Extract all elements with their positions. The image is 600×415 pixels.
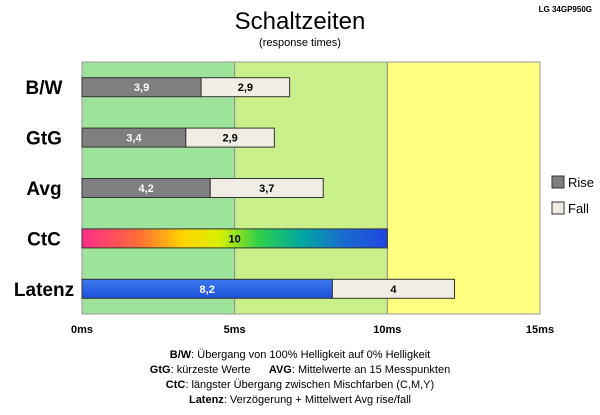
x-tick-label: 15ms (526, 324, 554, 336)
x-tick-label: 5ms (224, 324, 246, 336)
data-label-fall: 2,9 (222, 133, 237, 145)
legend-swatch-rise (551, 175, 565, 189)
legend-label-fall: Fall (568, 201, 589, 216)
footnote-bw: B/W: Übergang von 100% Helligkeit auf 0%… (0, 349, 600, 361)
footnote-bw-term: B/W (169, 349, 192, 361)
data-label-fall: 2,9 (238, 82, 253, 94)
data-label-fall: 3,7 (259, 183, 274, 195)
data-label-fall: 4 (390, 284, 397, 296)
footnote-latenz-text: : Verzögerung + Mittelwert Avg rise/fall (223, 394, 412, 406)
footnote-ctc-term: CtC (165, 379, 186, 391)
bar-fall (200, 77, 291, 98)
x-tick-label: 0ms (71, 324, 93, 336)
footnote-avg-text: : Mittelwerte an 15 Messpunkten (291, 364, 451, 376)
category-label: Latenz (14, 280, 74, 301)
bar-fall (331, 278, 456, 299)
data-label-ctc: 10 (229, 233, 241, 245)
data-label-rise: 3,4 (126, 133, 142, 145)
footnote-latenz-term: Latenz (188, 394, 224, 406)
category-label: B/W (26, 78, 63, 99)
chart-title: Schaltzeiten (234, 8, 366, 35)
footnote-gtg-text: : kürzeste Werte (170, 364, 251, 376)
legend-swatch-fall (551, 201, 565, 215)
monitor-model-label: LG 34GP950G (538, 5, 592, 14)
background-zone-2 (387, 62, 540, 314)
legend-label-rise: Rise (568, 175, 594, 190)
footnote-gtg-term: GtG (149, 364, 171, 376)
footnote-ctc-text: : längster Übergang zwischen Mischfarben… (185, 379, 435, 391)
footnote-gtg-avg: GtG: kürzeste Werte AVG: Mittelwerte an … (0, 364, 600, 376)
category-label: GtG (26, 129, 62, 150)
bar-fall (185, 127, 275, 148)
data-label-rise: 3,9 (134, 82, 149, 94)
category-label: Avg (26, 179, 61, 200)
footnote-ctc: CtC: längster Übergang zwischen Mischfar… (0, 379, 600, 391)
footnote-latenz: Latenz: Verzögerung + Mittelwert Avg ris… (0, 394, 600, 406)
footnote-avg-term: AVG (268, 364, 292, 376)
bar-ctc (81, 228, 388, 249)
chart-subtitle: (response times) (259, 37, 341, 49)
data-label-rise: 8,2 (200, 284, 215, 296)
x-tick-label: 10ms (373, 324, 401, 336)
bar-fall (209, 178, 324, 198)
data-label-rise: 4,2 (138, 183, 153, 195)
category-label: CtC (27, 229, 61, 250)
footnote-bw-text: : Übergang von 100% Helligkeit auf 0% He… (191, 349, 431, 361)
